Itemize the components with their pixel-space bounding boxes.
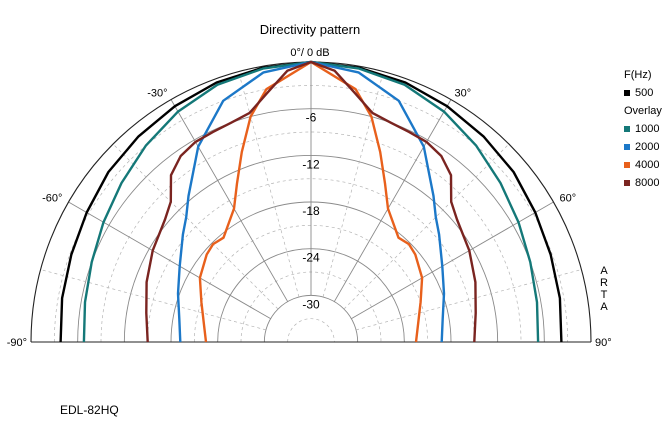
watermark-letter: R xyxy=(600,277,608,289)
arta-watermark: A R T A xyxy=(598,265,610,313)
legend-label: 500 xyxy=(635,87,654,99)
legend-swatch xyxy=(624,144,630,150)
watermark-letter: T xyxy=(600,289,608,301)
angle-tick-label: 30° xyxy=(455,87,472,99)
model-label: EDL-82HQ xyxy=(60,403,119,417)
legend-label: 1000 xyxy=(635,123,660,135)
grid-spoke-minor xyxy=(40,269,267,331)
directivity-curves xyxy=(59,60,563,343)
grid-spoke-minor xyxy=(238,71,300,298)
legend-overlay-header: Overlay xyxy=(624,105,662,117)
legend-swatch xyxy=(624,90,630,96)
grid-spoke-major xyxy=(170,99,289,302)
legend-frequency-header: F(Hz) xyxy=(624,69,652,81)
grid-spoke-minor xyxy=(355,269,582,331)
radial-tick-label: -12 xyxy=(302,157,320,171)
radial-tick-labels: -6 -12 -18 -24 -30 xyxy=(302,111,320,312)
watermark-letter: A xyxy=(600,265,608,277)
chart-title: Directivity pattern xyxy=(259,22,361,37)
legend-label: 4000 xyxy=(635,159,660,171)
angle-tick-label: 60° xyxy=(560,193,577,205)
grid-ring-minor xyxy=(287,318,335,343)
angle-tick-label: -60° xyxy=(42,193,62,205)
legend: F(Hz) 500 Overlay 1000 2000 4000 8000 xyxy=(624,66,662,192)
legend-item: 8000 xyxy=(624,174,662,192)
grid-spoke-major xyxy=(68,201,271,320)
legend-swatch xyxy=(624,180,630,186)
radial-tick-label: -30 xyxy=(302,297,320,311)
legend-item: 4000 xyxy=(624,156,662,174)
radial-tick-label: -18 xyxy=(302,204,320,218)
watermark-letter: A xyxy=(600,301,608,313)
legend-label: 8000 xyxy=(635,177,660,189)
angle-tick-label: -30° xyxy=(147,87,167,99)
legend-item: 500 xyxy=(624,84,662,102)
angle-tick-labels: -90° -60° -30° 30° 60° 90° xyxy=(7,87,612,349)
grid-ring-minor xyxy=(193,225,429,343)
legend-swatch xyxy=(624,162,630,168)
legend-swatch xyxy=(624,126,630,132)
legend-item: 2000 xyxy=(624,138,662,156)
legend-label: 2000 xyxy=(635,141,660,153)
grid-spoke-minor xyxy=(322,71,384,298)
reference-angle-label: 0°/ 0 dB xyxy=(290,47,330,59)
grid-spoke-major xyxy=(333,99,452,302)
series-8000-curve xyxy=(145,60,477,343)
angle-tick-label: -90° xyxy=(7,337,27,349)
legend-item: 1000 xyxy=(624,120,662,138)
grid-spoke-minor xyxy=(112,143,279,310)
radial-tick-label: -24 xyxy=(302,251,320,265)
angle-tick-label: 90° xyxy=(595,337,612,349)
grid-spoke-minor xyxy=(343,143,510,310)
grid-spoke-major xyxy=(351,201,554,320)
grid-ring-minor xyxy=(147,178,475,343)
radial-tick-label: -6 xyxy=(306,111,317,125)
